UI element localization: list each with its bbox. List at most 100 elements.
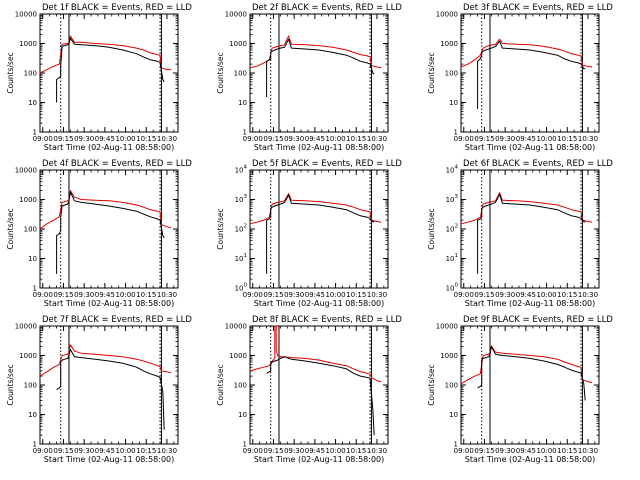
x-tick-label: 09:00: [243, 447, 263, 455]
x-tick-label: 09:45: [516, 447, 536, 455]
y-tick-label: 104: [446, 165, 459, 175]
lld-series-line: [249, 325, 382, 383]
x-tick-label: 10:30: [578, 135, 598, 143]
y-tick-label: 103: [446, 194, 459, 204]
chart-panel-8: Det 8f BLACK = Events, RED = LLD 1 10 100 10…: [216, 315, 402, 464]
x-tick-label: 09:00: [454, 291, 474, 299]
x-tick-label: 09:30: [74, 135, 94, 143]
y-tick-label: 100: [24, 70, 37, 78]
x-tick-label: 09:15: [474, 135, 494, 143]
x-axis-label: Start Time (02-Aug-11 08:58:00): [465, 455, 596, 464]
y-tick-label: 10000: [15, 323, 37, 331]
events-series-line: [266, 38, 375, 98]
x-tick-label: 09:15: [53, 447, 73, 455]
x-tick-label: 09:15: [474, 447, 494, 455]
x-tick-label: 10:00: [325, 135, 345, 143]
y-tick-label: 10000: [436, 323, 458, 331]
y-tick-label: 10: [28, 99, 37, 107]
x-tick-label: 09:45: [95, 135, 115, 143]
lld-series-line: [249, 35, 382, 69]
x-tick-label: 09:45: [516, 135, 536, 143]
y-tick-label: 100: [234, 70, 247, 78]
x-tick-label: 10:30: [367, 135, 387, 143]
x-tick-label: 10:00: [115, 135, 135, 143]
x-tick-label: 09:30: [495, 135, 515, 143]
y-tick-label: 1: [454, 441, 458, 449]
x-tick-label: 09:00: [33, 291, 53, 299]
y-tick-label: 100: [445, 70, 458, 78]
y-tick-label: 10000: [436, 11, 458, 19]
x-tick-label: 09:15: [53, 135, 73, 143]
x-tick-label: 09:15: [474, 291, 494, 299]
events-series-line: [477, 193, 586, 274]
x-tick-label: 10:15: [346, 135, 366, 143]
y-tick-label: 100: [235, 283, 248, 293]
lld-series-line: [39, 190, 172, 230]
y-tick-label: 102: [235, 224, 247, 234]
lld-series-line: [460, 345, 593, 385]
events-series-line: [56, 191, 165, 274]
x-axis-label: Start Time (02-Aug-11 08:58:00): [465, 299, 596, 308]
x-tick-label: 09:30: [284, 135, 304, 143]
y-tick-label: 100: [446, 283, 459, 293]
events-series-line: [56, 349, 165, 430]
y-tick-label: 1: [33, 285, 37, 293]
events-series-line: [266, 194, 375, 274]
chart-title: Det 5f BLACK = Events, RED = LLD: [252, 159, 402, 169]
y-tick-label: 10: [449, 99, 458, 107]
y-tick-label: 100: [24, 382, 37, 390]
x-axis-label: Start Time (02-Aug-11 08:58:00): [254, 299, 385, 308]
x-tick-label: 09:45: [305, 447, 325, 455]
x-tick-label: 09:30: [74, 447, 94, 455]
chart-title: Det 3f BLACK = Events, RED = LLD: [463, 3, 613, 13]
x-tick-label: 09:30: [284, 447, 304, 455]
lld-series-line: [39, 344, 172, 377]
y-axis-label: Counts/sec: [427, 208, 436, 249]
events-series-line: [56, 37, 165, 103]
y-tick-label: 1000: [19, 352, 37, 360]
x-tick-label: 10:00: [536, 291, 556, 299]
x-tick-label: 09:00: [243, 291, 263, 299]
x-tick-label: 09:00: [454, 135, 474, 143]
chart-title: Det 2f BLACK = Events, RED = LLD: [252, 3, 402, 13]
x-axis-label: Start Time (02-Aug-11 08:58:00): [254, 143, 385, 152]
x-tick-label: 09:30: [284, 291, 304, 299]
x-tick-label: 10:30: [157, 291, 177, 299]
x-tick-label: 10:00: [536, 447, 556, 455]
x-tick-label: 09:30: [495, 447, 515, 455]
y-tick-label: 102: [446, 224, 458, 234]
y-tick-label: 1: [33, 441, 37, 449]
x-tick-label: 10:00: [115, 291, 135, 299]
x-tick-label: 09:00: [454, 447, 474, 455]
y-tick-label: 101: [235, 253, 247, 263]
chart-panel-2: Det 2f BLACK = Events, RED = LLD 1 10 100 10…: [216, 3, 402, 152]
x-axis-label: Start Time (02-Aug-11 08:58:00): [254, 455, 385, 464]
y-tick-label: 100: [24, 226, 37, 234]
x-tick-label: 09:00: [33, 135, 53, 143]
chart-panel-4: Det 4f BLACK = Events, RED = LLD 1 10 100 10…: [6, 159, 192, 308]
y-axis-label: Counts/sec: [6, 208, 15, 249]
events-series-line: [266, 356, 375, 436]
x-tick-label: 10:15: [557, 135, 577, 143]
y-axis-label: Counts/sec: [427, 364, 436, 405]
y-tick-label: 1000: [440, 40, 458, 48]
x-tick-label: 10:00: [325, 291, 345, 299]
lld-series-line: [460, 38, 593, 68]
chart-panel-7: Det 7f BLACK = Events, RED = LLD 1 10 100 10…: [6, 315, 192, 464]
x-tick-label: 09:45: [95, 447, 115, 455]
y-tick-label: 10: [238, 99, 247, 107]
x-tick-label: 10:30: [367, 447, 387, 455]
y-axis-label: Counts/sec: [216, 364, 225, 405]
x-tick-label: 10:30: [578, 447, 598, 455]
x-tick-label: 10:15: [136, 447, 156, 455]
x-tick-label: 10:30: [578, 291, 598, 299]
y-tick-label: 101: [446, 253, 458, 263]
y-tick-label: 100: [445, 382, 458, 390]
x-tick-label: 09:15: [263, 291, 283, 299]
x-tick-label: 09:00: [243, 135, 263, 143]
x-tick-label: 10:15: [346, 447, 366, 455]
y-tick-label: 10000: [225, 11, 247, 19]
y-tick-label: 10000: [225, 323, 247, 331]
lld-series-line: [460, 192, 593, 225]
